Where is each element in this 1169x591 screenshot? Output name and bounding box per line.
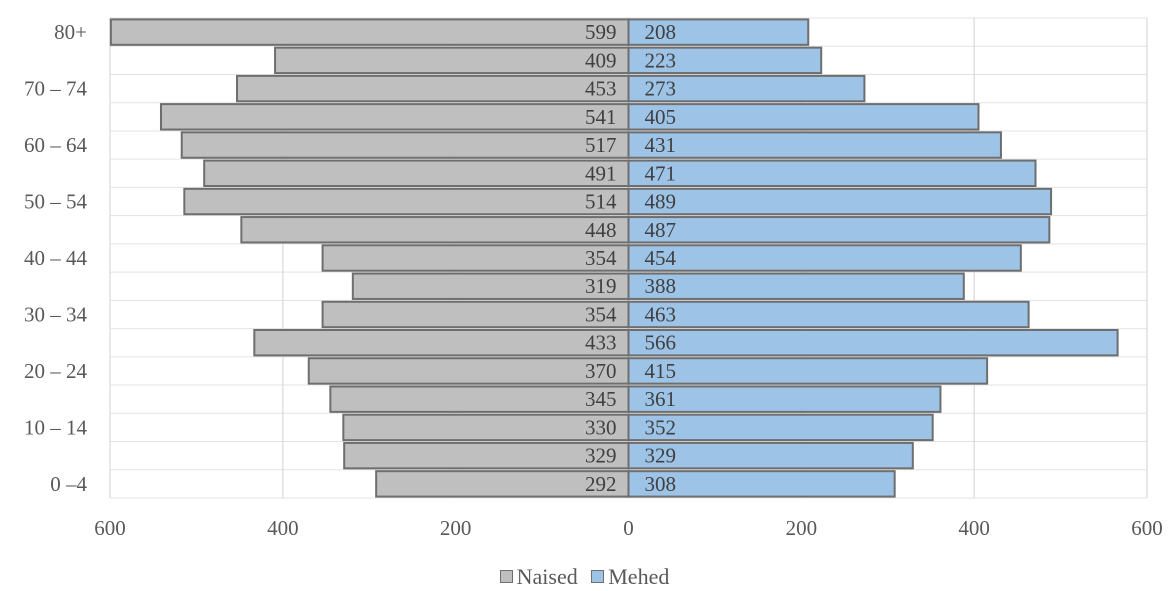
bar-mehed xyxy=(627,103,980,131)
data-label-mehed: 208 xyxy=(645,20,677,44)
data-labels: 292 329 330 345 370 433 354 319 354 448 514 491 517 5… xyxy=(585,20,677,496)
y-tick-label: 80+ xyxy=(54,20,87,44)
y-tick-label: 10 – 14 xyxy=(24,415,88,439)
bars xyxy=(109,18,1119,498)
data-label-mehed: 308 xyxy=(645,472,677,496)
bar-naised xyxy=(159,103,630,131)
x-tick-label: 400 xyxy=(958,516,990,540)
data-label-naised: 599 xyxy=(585,20,617,44)
data-label-naised: 514 xyxy=(585,190,617,214)
bar-mehed xyxy=(627,187,1053,216)
y-tick-label: 60 – 64 xyxy=(24,133,88,157)
y-tick-label: 70 – 74 xyxy=(24,77,88,101)
y-tick-label: 50 – 54 xyxy=(24,190,88,214)
data-label-mehed: 405 xyxy=(645,105,677,129)
y-axis-labels: 0 –4 10 – 14 20 – 24 30 – 34 40 – 44 50 – 54 6… xyxy=(24,20,88,496)
bar-mehed xyxy=(627,74,866,103)
bar-mehed xyxy=(627,159,1037,188)
data-label-naised: 319 xyxy=(585,274,617,298)
legend: Naised Mehed xyxy=(0,565,1169,588)
legend-item-mehed: Mehed xyxy=(591,563,670,589)
bar-mehed xyxy=(627,441,914,470)
data-label-mehed: 454 xyxy=(645,246,677,270)
bar-mehed xyxy=(627,272,965,300)
y-tick-label: 30 – 34 xyxy=(24,302,88,326)
legend-swatch-naised xyxy=(499,570,513,583)
bar-mehed xyxy=(627,244,1022,272)
bar-naised xyxy=(236,74,630,103)
data-label-mehed: 566 xyxy=(645,331,677,355)
bar-naised xyxy=(274,46,630,75)
bar-mehed xyxy=(627,300,1030,329)
data-label-mehed: 415 xyxy=(645,359,677,383)
x-tick-label: 200 xyxy=(440,516,472,540)
bar-naised xyxy=(375,470,630,498)
data-label-naised: 491 xyxy=(585,161,617,185)
population-pyramid-chart: 292 329 330 345 370 433 354 319 354 448 514 491 517 5… xyxy=(24,17,1163,540)
bar-naised xyxy=(307,357,630,385)
data-label-mehed: 431 xyxy=(645,133,677,157)
bar-mehed xyxy=(627,46,823,75)
data-label-mehed: 361 xyxy=(645,387,677,411)
x-axis-labels: 600 400 200 0 200 400 600 xyxy=(94,516,1163,540)
data-label-mehed: 487 xyxy=(645,218,677,242)
bar-naised xyxy=(343,441,630,470)
bar-mehed xyxy=(627,413,934,442)
y-tick-label: 0 –4 xyxy=(50,472,87,496)
bar-mehed xyxy=(627,385,942,413)
bar-naised xyxy=(253,329,630,357)
data-label-naised: 453 xyxy=(585,77,617,101)
bar-naised xyxy=(321,244,630,272)
data-label-mehed: 329 xyxy=(645,444,677,468)
bar-naised xyxy=(329,385,630,413)
bar-naised xyxy=(109,18,630,46)
x-tick-label: 0 xyxy=(623,516,634,540)
data-label-mehed: 388 xyxy=(645,274,677,298)
bar-naised xyxy=(240,216,630,244)
legend-label-naised: Naised xyxy=(516,563,578,589)
data-label-naised: 292 xyxy=(585,472,617,496)
y-tick-label: 40 – 44 xyxy=(24,246,88,270)
legend-swatch-mehed xyxy=(591,570,605,583)
bar-naised xyxy=(351,272,630,300)
data-label-naised: 330 xyxy=(585,415,617,439)
legend-label-mehed: Mehed xyxy=(608,563,670,589)
x-tick-label: 600 xyxy=(1131,516,1163,540)
data-label-mehed: 352 xyxy=(645,415,677,439)
bar-mehed xyxy=(627,131,1002,159)
data-label-naised: 541 xyxy=(585,105,617,129)
data-label-naised: 354 xyxy=(585,246,617,270)
bar-mehed xyxy=(627,357,989,385)
data-label-mehed: 223 xyxy=(645,48,677,72)
data-label-naised: 433 xyxy=(585,331,617,355)
x-tick-label: 200 xyxy=(786,516,818,540)
data-label-naised: 517 xyxy=(585,133,617,157)
bar-mehed xyxy=(627,18,810,46)
x-tick-label: 600 xyxy=(94,516,126,540)
x-tick-label: 400 xyxy=(267,516,299,540)
legend-item-naised: Naised xyxy=(499,563,578,589)
bar-naised xyxy=(321,300,630,329)
data-label-naised: 370 xyxy=(585,359,617,383)
bar-naised xyxy=(180,131,630,159)
data-label-mehed: 471 xyxy=(645,161,677,185)
bar-naised xyxy=(183,187,630,216)
bar-mehed xyxy=(627,470,896,498)
data-label-mehed: 489 xyxy=(645,190,677,214)
bar-mehed xyxy=(627,216,1051,244)
bar-mehed xyxy=(627,329,1119,357)
y-tick-label: 20 – 24 xyxy=(24,359,88,383)
data-label-naised: 345 xyxy=(585,387,617,411)
data-label-mehed: 463 xyxy=(645,302,677,326)
data-label-naised: 409 xyxy=(585,48,617,72)
bar-naised xyxy=(203,159,630,188)
data-label-naised: 448 xyxy=(585,218,617,242)
data-label-mehed: 273 xyxy=(645,77,677,101)
data-label-naised: 329 xyxy=(585,444,617,468)
data-label-naised: 354 xyxy=(585,302,617,326)
